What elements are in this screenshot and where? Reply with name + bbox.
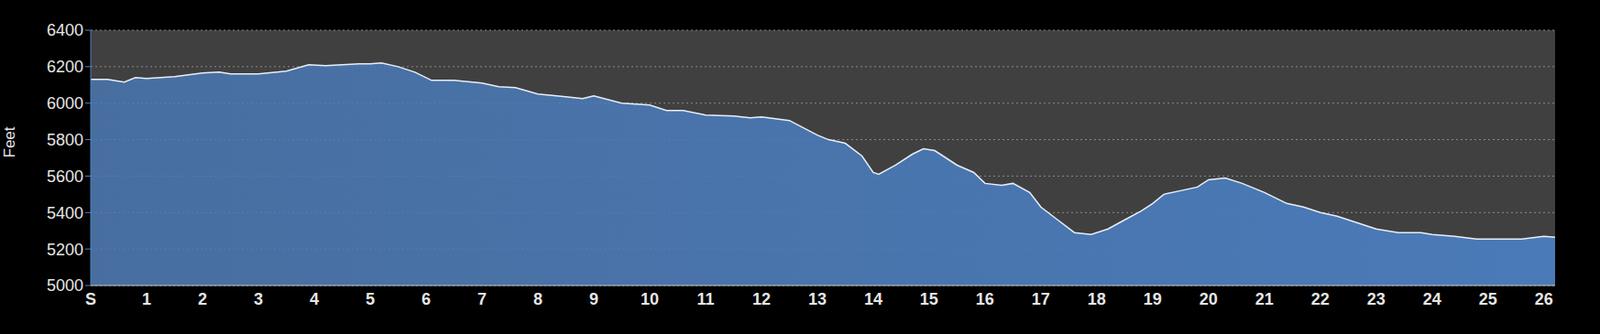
svg-text:8: 8 <box>533 290 543 309</box>
svg-text:22: 22 <box>1311 290 1330 309</box>
svg-text:14: 14 <box>864 290 883 309</box>
svg-text:5400: 5400 <box>46 204 84 223</box>
svg-text:25: 25 <box>1479 290 1498 309</box>
svg-text:16: 16 <box>975 290 995 309</box>
svg-text:5000: 5000 <box>46 276 84 296</box>
svg-text:19: 19 <box>1143 290 1162 309</box>
svg-text:15: 15 <box>920 290 939 309</box>
svg-text:26: 26 <box>1534 290 1554 309</box>
svg-text:1: 1 <box>142 290 152 309</box>
svg-text:Feet: Feet <box>7 126 19 158</box>
svg-text:24: 24 <box>1423 290 1442 309</box>
svg-text:10: 10 <box>640 290 659 309</box>
svg-text:5: 5 <box>365 290 375 309</box>
svg-text:5600: 5600 <box>46 167 84 187</box>
svg-text:17: 17 <box>1031 290 1051 309</box>
svg-text:2: 2 <box>197 290 208 309</box>
svg-text:5800: 5800 <box>46 131 84 150</box>
svg-text:18: 18 <box>1087 290 1107 309</box>
svg-text:6200: 6200 <box>46 57 84 77</box>
svg-text:6: 6 <box>421 290 431 309</box>
svg-text:5200: 5200 <box>46 241 84 260</box>
svg-text:6000: 6000 <box>46 94 84 113</box>
svg-text:21: 21 <box>1255 290 1274 309</box>
svg-text:S: S <box>85 290 97 309</box>
svg-text:20: 20 <box>1199 290 1218 309</box>
svg-text:6400: 6400 <box>46 21 84 40</box>
svg-text:13: 13 <box>808 290 827 309</box>
svg-text:7: 7 <box>477 290 487 309</box>
svg-text:12: 12 <box>752 290 771 309</box>
svg-text:9: 9 <box>589 290 599 309</box>
svg-text:11: 11 <box>696 290 714 309</box>
svg-text:4: 4 <box>309 290 319 309</box>
svg-text:23: 23 <box>1367 290 1386 309</box>
svg-text:3: 3 <box>253 290 264 309</box>
